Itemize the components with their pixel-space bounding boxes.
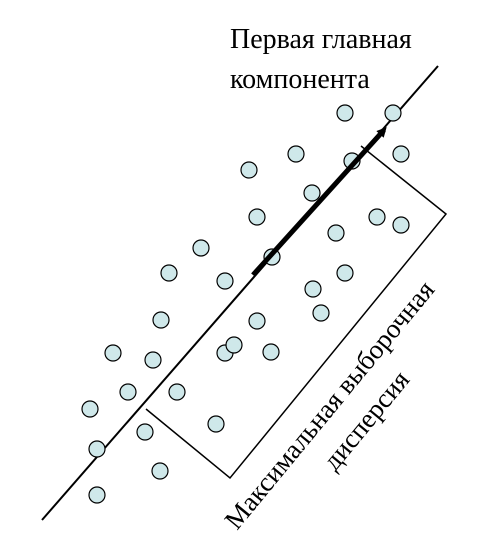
variance-box (145, 145, 448, 480)
data-point (152, 311, 170, 329)
data-point (392, 216, 410, 234)
title-line-2: компонента (230, 64, 370, 95)
data-point (248, 208, 266, 226)
data-point (119, 383, 137, 401)
data-point (160, 264, 178, 282)
data-point (207, 415, 225, 433)
data-point (336, 104, 354, 122)
title-line-1: Первая главная (230, 24, 412, 55)
data-point (240, 161, 258, 179)
data-point (304, 280, 322, 298)
data-point (168, 383, 186, 401)
data-point (144, 351, 162, 369)
data-point (88, 486, 106, 504)
principal-component-arrow (251, 127, 387, 277)
data-point (287, 145, 305, 163)
data-point (384, 104, 402, 122)
data-point (368, 208, 386, 226)
data-point (392, 145, 410, 163)
data-point (136, 423, 154, 441)
data-point (216, 272, 234, 290)
data-point (336, 264, 354, 282)
data-point (303, 184, 321, 202)
data-point (104, 344, 122, 362)
data-point (225, 336, 243, 354)
data-point (151, 462, 169, 480)
data-point (192, 239, 210, 257)
data-point (81, 400, 99, 418)
data-point (88, 440, 106, 458)
data-point (248, 312, 266, 330)
data-point (262, 343, 280, 361)
data-point (312, 304, 330, 322)
data-points (81, 104, 410, 504)
data-point (327, 224, 345, 242)
